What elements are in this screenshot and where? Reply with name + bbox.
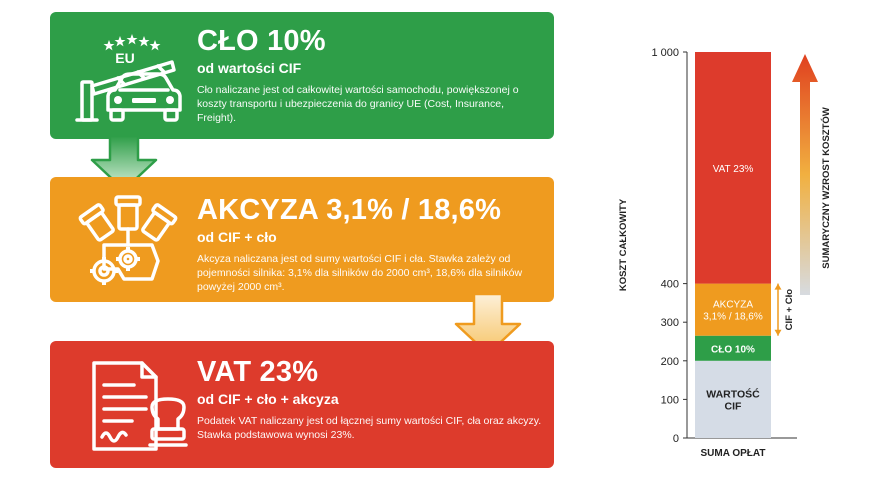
- y-tick-label: 1 000: [651, 47, 679, 59]
- bracket-label: CIF + Cło: [784, 289, 795, 331]
- clo-card: EU CŁO 10% od wartości CIF Cło naliczane…: [50, 12, 554, 139]
- akcyza-text: AKCYZA 3,1% / 18,6% od CIF + cło Akcyza …: [197, 193, 542, 294]
- akcyza-title: AKCYZA 3,1% / 18,6%: [197, 194, 502, 226]
- bar-segment: [695, 335, 771, 361]
- bracket-arrow-down-icon: [774, 329, 782, 336]
- vat-title: VAT 23%: [197, 356, 319, 388]
- flow-down-arrow-icon: [90, 136, 158, 192]
- y-tick-label: 100: [661, 394, 679, 406]
- clo-title: CŁO 10%: [197, 25, 326, 57]
- cost-chart: 0 100 200 300 400 1 000 KOSZT CAŁKOWITY WARTOŚĆ…: [605, 30, 880, 470]
- clo-description: Cło naliczane jest od całkowitej wartośc…: [197, 84, 519, 124]
- y-tick-label: 0: [673, 433, 679, 445]
- flow-down-arrow-icon: [454, 294, 522, 356]
- bar-segment-label: WARTOŚĆ CIF: [706, 387, 760, 412]
- bar-segment: [695, 283, 771, 336]
- clo-subtitle: od wartości CIF: [197, 60, 302, 76]
- clo-text: CŁO 10% od wartości CIF Cło naliczane je…: [197, 24, 542, 125]
- y-tick-label: 300: [661, 317, 679, 329]
- x-category-label: SUMA OPŁAT: [701, 448, 766, 459]
- stacked-bar-chart: 0 100 200 300 400 1 000 KOSZT CAŁKOWITY WARTOŚĆ…: [618, 47, 832, 459]
- eu-label: EU: [115, 50, 134, 66]
- eu-border-car-icon: EU: [75, 34, 182, 122]
- akcyza-subtitle: od CIF + cło: [197, 229, 277, 245]
- bar-segment: [695, 360, 771, 438]
- akcyza-description: Akcyza naliczana jest od sumy wartości C…: [197, 253, 523, 293]
- document-stamp-icon: [92, 361, 188, 451]
- y-tick-label: 200: [661, 356, 679, 368]
- y-axis-title: KOSZT CAŁKOWITY: [618, 198, 629, 291]
- engine-gears-icon: [78, 195, 178, 285]
- vat-description: Podatek VAT naliczany jest od łącznej su…: [197, 415, 542, 441]
- trend-label: SUMARYCZNY WZROST KOSZTÓW: [820, 107, 832, 269]
- akcyza-card: AKCYZA 3,1% / 18,6% od CIF + cło Akcyza …: [50, 177, 554, 302]
- bracket-arrow-up-icon: [774, 283, 782, 290]
- y-tick-label: 400: [661, 279, 679, 291]
- vat-card: VAT 23% od CIF + cło + akcyza Podatek VA…: [50, 341, 554, 468]
- bar-segment-label: VAT 23%: [713, 164, 754, 175]
- bar-segment-label: CŁO 10%: [711, 344, 755, 355]
- vat-subtitle: od CIF + cło + akcyza: [197, 391, 339, 407]
- bar-segment-label: AKCYZA 3,1% / 18,6%: [703, 300, 763, 323]
- bar-segment: [695, 52, 771, 284]
- vat-text: VAT 23% od CIF + cło + akcyza Podatek VA…: [197, 355, 542, 442]
- trend-arrow-up-icon: [792, 54, 818, 295]
